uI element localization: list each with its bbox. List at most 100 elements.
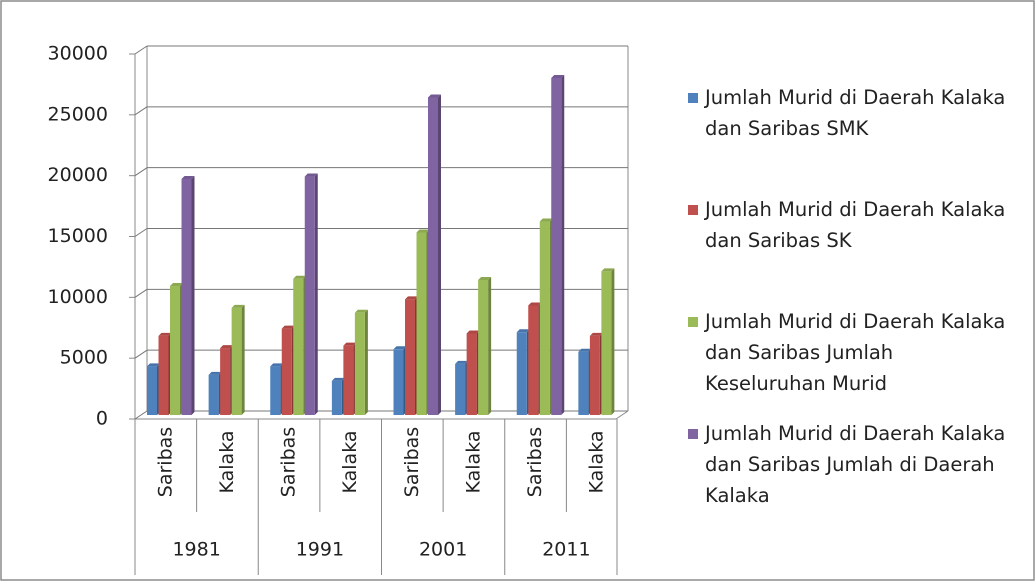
bar-side bbox=[488, 276, 492, 415]
bar-top bbox=[416, 229, 430, 233]
x-tick-label: Saribas bbox=[278, 427, 300, 497]
bar-top bbox=[270, 363, 284, 367]
bar bbox=[416, 232, 427, 415]
legend-entry: Jumlah Murid di Daerah Kalaka dan Sariba… bbox=[685, 194, 1020, 306]
bar bbox=[220, 348, 231, 415]
legend-swatch bbox=[688, 93, 698, 103]
grid-line-side bbox=[134, 167, 148, 177]
bar bbox=[551, 77, 562, 415]
x-tick-label: Saribas bbox=[401, 427, 423, 497]
bar bbox=[516, 332, 527, 415]
bar bbox=[405, 299, 415, 415]
bar-top bbox=[551, 74, 565, 78]
bar bbox=[331, 380, 342, 415]
bar bbox=[231, 307, 242, 415]
x-tick-label: Kalaka bbox=[216, 430, 238, 493]
bar-top bbox=[601, 268, 615, 272]
group-label: 1991 bbox=[296, 539, 344, 561]
bar-top bbox=[304, 173, 318, 177]
bar-top bbox=[466, 330, 480, 334]
bar bbox=[158, 335, 169, 415]
x-tick-label: Kalaka bbox=[462, 430, 484, 493]
bar bbox=[393, 349, 404, 415]
bar bbox=[293, 278, 304, 415]
bar-side bbox=[241, 304, 245, 415]
bar-side bbox=[438, 94, 441, 415]
bar-top bbox=[220, 345, 234, 349]
x-tick-label: Saribas bbox=[154, 427, 176, 497]
bar-top bbox=[516, 329, 530, 333]
legend-swatch bbox=[688, 317, 698, 327]
bar bbox=[578, 351, 589, 415]
bar bbox=[539, 221, 550, 415]
x-tick-label: Kalaka bbox=[586, 430, 608, 493]
bar-top bbox=[293, 275, 307, 279]
bar bbox=[466, 333, 477, 415]
y-tick-label: 25000 bbox=[48, 103, 108, 125]
y-tick-label: 5000 bbox=[60, 347, 108, 369]
bar-top bbox=[405, 296, 418, 300]
bar-top bbox=[281, 325, 295, 329]
bar-top bbox=[158, 332, 172, 336]
bar bbox=[601, 271, 612, 415]
bar-top bbox=[478, 276, 492, 280]
bar-top bbox=[578, 348, 592, 352]
bar-top bbox=[208, 371, 222, 375]
group-label: 2011 bbox=[542, 539, 590, 561]
bar-top bbox=[428, 94, 441, 98]
legend-entry: Jumlah Murid di Daerah Kalaka dan Sariba… bbox=[685, 418, 1020, 530]
bar-top bbox=[589, 332, 603, 336]
bar-top bbox=[170, 283, 183, 287]
grid-line-side bbox=[134, 106, 148, 116]
bar bbox=[208, 374, 219, 415]
y-tick-label: 20000 bbox=[48, 164, 108, 186]
legend-label: Jumlah Murid di Daerah Kalaka dan Sariba… bbox=[705, 422, 1006, 507]
bar-top bbox=[181, 175, 195, 179]
bar-top bbox=[331, 377, 345, 381]
bar bbox=[428, 97, 438, 415]
x-tick-label: Kalaka bbox=[339, 430, 361, 493]
grid-line-side bbox=[134, 45, 148, 55]
grid-line-side bbox=[134, 228, 148, 237]
y-tick-label: 0 bbox=[96, 408, 108, 430]
grid-line-side bbox=[134, 349, 148, 359]
legend: Jumlah Murid di Daerah Kalaka dan Sariba… bbox=[685, 82, 1020, 530]
bar bbox=[528, 305, 539, 415]
grid-line-side bbox=[134, 288, 148, 298]
group-label: 1981 bbox=[172, 539, 220, 561]
legend-entry: Jumlah Murid di Daerah Kalaka dan Sariba… bbox=[685, 82, 1020, 194]
legend-label: Jumlah Murid di Daerah Kalaka dan Sariba… bbox=[705, 198, 1006, 252]
bar-top bbox=[528, 302, 542, 306]
bar-side bbox=[191, 175, 195, 415]
bar-side bbox=[611, 268, 615, 415]
bar-top bbox=[354, 309, 368, 313]
bar bbox=[181, 178, 192, 415]
bar-top bbox=[147, 363, 160, 367]
bar-top bbox=[539, 218, 553, 222]
bar bbox=[478, 279, 489, 415]
bar-side bbox=[561, 74, 565, 415]
legend-swatch bbox=[688, 429, 698, 439]
grid-line-side bbox=[134, 410, 148, 420]
bar bbox=[304, 176, 315, 415]
bar bbox=[270, 366, 281, 415]
legend-entry: Jumlah Murid di Daerah Kalaka dan Sariba… bbox=[685, 306, 1020, 418]
floor-edge bbox=[615, 410, 629, 420]
legend-label: Jumlah Murid di Daerah Kalaka dan Sariba… bbox=[705, 310, 1006, 395]
bar bbox=[354, 312, 365, 415]
bar-top bbox=[231, 304, 245, 308]
bar-top bbox=[393, 346, 407, 350]
legend-swatch bbox=[688, 205, 698, 215]
bar-side bbox=[314, 173, 318, 415]
bar bbox=[589, 335, 600, 415]
bar bbox=[343, 345, 354, 415]
bar bbox=[281, 328, 292, 415]
y-tick-label: 10000 bbox=[48, 286, 108, 308]
bar bbox=[147, 366, 157, 415]
y-tick-label: 30000 bbox=[48, 43, 108, 65]
group-label: 2001 bbox=[419, 539, 467, 561]
bar-top bbox=[455, 360, 469, 364]
bar-top bbox=[343, 342, 357, 346]
